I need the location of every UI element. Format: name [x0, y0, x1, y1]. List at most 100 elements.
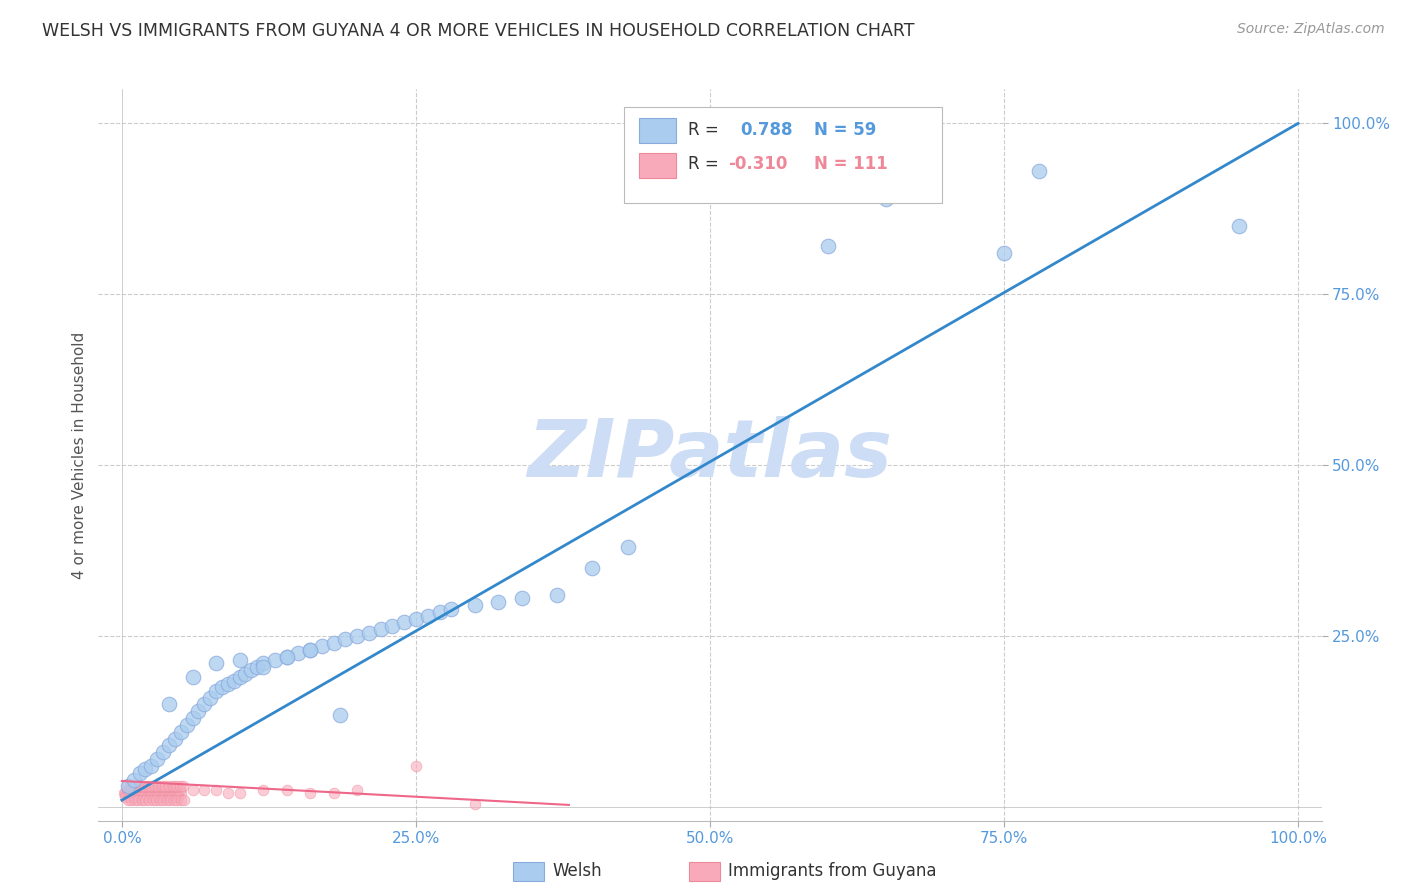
Point [157, 786, 180, 800]
Point [169, 783, 191, 797]
Point [276, 783, 298, 797]
Point [157, 739, 180, 753]
Point [132, 789, 155, 804]
Point [170, 793, 193, 807]
Point [416, 608, 439, 623]
Point [170, 724, 193, 739]
Point [155, 783, 177, 797]
Point [311, 640, 333, 654]
Text: Immigrants from Guyana: Immigrants from Guyana [728, 863, 936, 880]
Point [139, 786, 162, 800]
Point [138, 783, 160, 797]
Point [160, 789, 183, 804]
Point [616, 540, 638, 554]
Point [134, 786, 156, 800]
Point [142, 789, 165, 804]
Point [486, 595, 509, 609]
Point [228, 670, 250, 684]
Point [299, 642, 322, 657]
Point [117, 793, 139, 807]
Text: -0.310: -0.310 [728, 155, 787, 173]
Point [1028, 164, 1050, 178]
Point [228, 653, 250, 667]
Point [120, 780, 142, 794]
Point [156, 789, 179, 804]
Point [150, 786, 173, 800]
Point [127, 783, 149, 797]
Point [128, 789, 150, 804]
Point [346, 629, 368, 643]
Point [817, 239, 839, 253]
Point [162, 783, 184, 797]
Point [328, 707, 350, 722]
Point [120, 783, 142, 797]
Point [121, 789, 143, 804]
Point [187, 704, 209, 718]
Point [165, 780, 187, 794]
Point [211, 681, 233, 695]
Text: Source: ZipAtlas.com: Source: ZipAtlas.com [1237, 22, 1385, 37]
Point [124, 793, 146, 807]
Point [135, 789, 157, 804]
Point [134, 780, 156, 794]
Point [129, 783, 152, 797]
Point [141, 759, 163, 773]
Point [118, 783, 141, 797]
Point [159, 783, 181, 797]
Point [205, 657, 228, 671]
Text: 0.788: 0.788 [741, 120, 793, 138]
Point [148, 780, 170, 794]
Point [114, 786, 136, 800]
Point [167, 789, 190, 804]
Point [127, 793, 149, 807]
Point [162, 780, 184, 794]
Point [163, 731, 186, 746]
Point [235, 666, 257, 681]
Point [131, 783, 153, 797]
Point [141, 783, 163, 797]
Point [132, 783, 155, 797]
Y-axis label: 4 or more Vehicles in Household: 4 or more Vehicles in Household [72, 331, 87, 579]
Point [143, 786, 166, 800]
Point [429, 605, 451, 619]
Point [150, 780, 173, 794]
Point [217, 677, 239, 691]
Point [152, 745, 174, 759]
Point [114, 789, 136, 804]
Point [381, 619, 404, 633]
Point [440, 601, 463, 615]
Point [166, 783, 188, 797]
Point [157, 698, 180, 712]
Point [166, 793, 188, 807]
Point [146, 752, 169, 766]
Point [464, 599, 486, 613]
Point [115, 780, 138, 794]
Point [159, 793, 181, 807]
Point [122, 780, 145, 794]
Point [149, 789, 172, 804]
Point [357, 625, 380, 640]
Text: WELSH VS IMMIGRANTS FROM GUYANA 4 OR MORE VEHICLES IN HOUSEHOLD CORRELATION CHAR: WELSH VS IMMIGRANTS FROM GUYANA 4 OR MOR… [42, 22, 915, 40]
Point [124, 783, 146, 797]
Point [276, 649, 298, 664]
Point [134, 763, 156, 777]
Point [145, 793, 167, 807]
Point [141, 793, 163, 807]
Point [117, 780, 139, 794]
Point [205, 683, 228, 698]
Point [120, 783, 142, 797]
Point [222, 673, 245, 688]
Point [134, 783, 156, 797]
Point [217, 786, 239, 800]
Point [142, 783, 165, 797]
Point [156, 783, 179, 797]
Point [581, 560, 603, 574]
Point [228, 786, 250, 800]
Point [156, 793, 179, 807]
Point [134, 793, 156, 807]
Point [346, 783, 368, 797]
Point [146, 789, 169, 804]
Point [128, 783, 150, 797]
Point [129, 780, 152, 794]
Point [263, 653, 285, 667]
